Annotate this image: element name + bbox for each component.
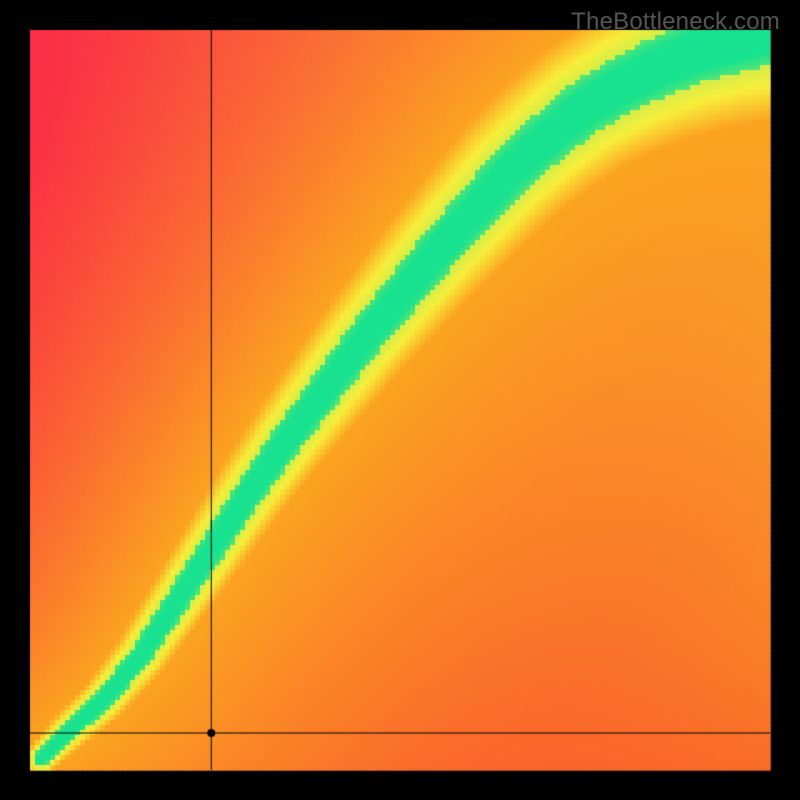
chart-container: TheBottleneck.com: [0, 0, 800, 800]
watermark-text: TheBottleneck.com: [571, 8, 780, 36]
heatmap-canvas: [0, 0, 800, 800]
